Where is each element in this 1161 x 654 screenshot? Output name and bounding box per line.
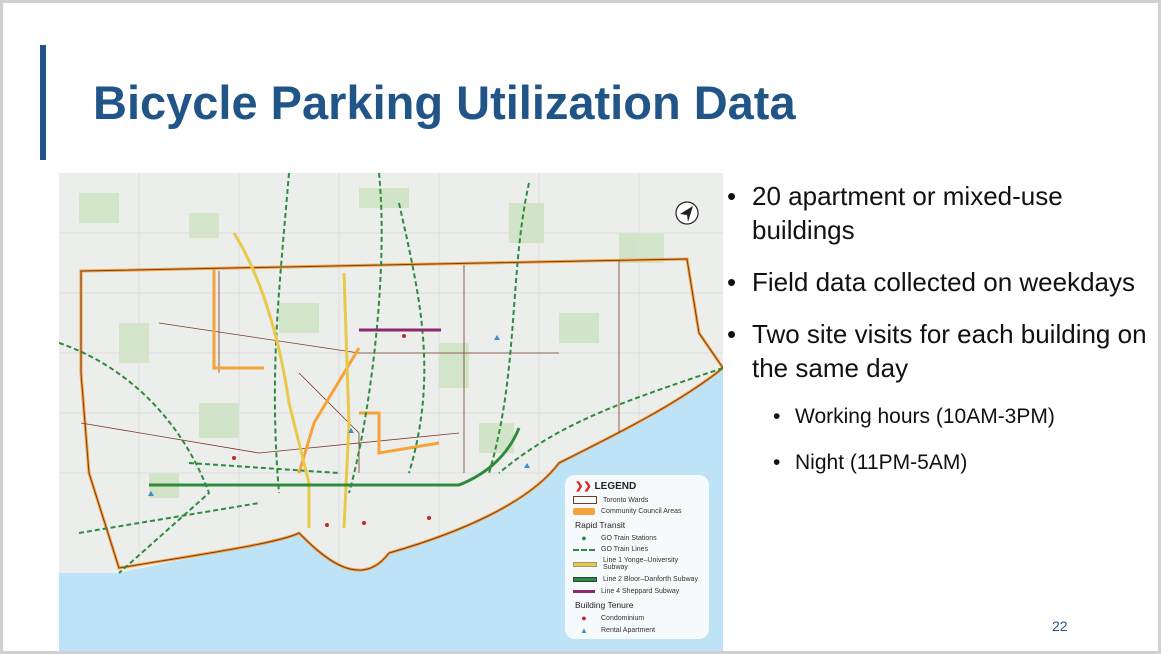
line2-swatch — [573, 577, 597, 582]
council-swatch — [573, 508, 595, 515]
legend-go-stations: GO Train Stations — [601, 534, 657, 542]
legend-condo: Condominium — [601, 614, 645, 622]
wards-swatch — [573, 496, 597, 504]
legend-wards: Toronto Wards — [603, 496, 649, 504]
slide-title: Bicycle Parking Utilization Data — [93, 76, 796, 129]
go-station-icon: ● — [581, 533, 587, 543]
go-line-swatch — [573, 548, 595, 551]
condo-icon: ● — [581, 613, 587, 623]
bullet-item: Two site visits for each building on the… — [725, 317, 1155, 385]
legend-line2: Line 2 Bloor–Danforth Subway — [603, 576, 698, 583]
legend-rental: Rental Apartment — [601, 627, 656, 634]
legend-title: ❯❯ LEGEND — [575, 481, 637, 492]
page-number: 22 — [1052, 618, 1068, 634]
bullet-list: 20 apartment or mixed-use buildings Fiel… — [725, 179, 1155, 495]
legend-go-lines: GO Train Lines — [601, 546, 649, 553]
legend-council: Community Council Areas — [601, 508, 682, 515]
line4-swatch — [573, 590, 595, 593]
legend-building-tenure: Building Tenure — [575, 600, 634, 610]
north-arrow-icon — [675, 201, 699, 225]
legend-line1: Line 1 Yonge–University Subway — [603, 557, 679, 571]
bullet-item: Field data collected on weekdays — [725, 265, 1155, 299]
toronto-map — [59, 173, 723, 651]
title-accent-bar — [40, 45, 46, 160]
legend-rapid-transit: Rapid Transit — [575, 520, 626, 530]
sub-bullet-item: Night (11PM-5AM) — [725, 449, 1155, 477]
slide: Bicycle Parking Utilization Data — [3, 3, 1158, 651]
legend-line4: Line 4 Sheppard Subway — [601, 588, 680, 595]
line1-swatch — [573, 561, 597, 567]
rental-icon: ▲ — [580, 626, 588, 635]
bullet-item: 20 apartment or mixed-use buildings — [725, 179, 1155, 247]
sub-bullet-item: Working hours (10AM-3PM) — [725, 403, 1155, 431]
map-legend: ❯❯ LEGEND Toronto Wards Community Counci… — [565, 475, 709, 639]
